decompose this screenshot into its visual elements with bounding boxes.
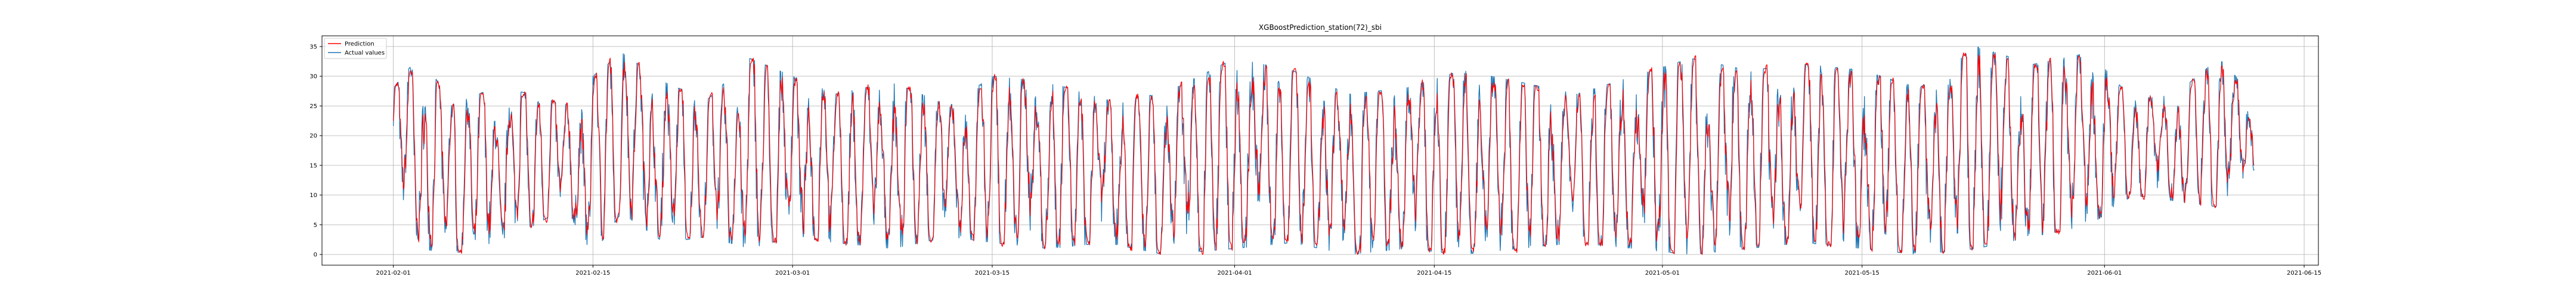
actual-values-line (392, 47, 2255, 255)
x-tick-label: 2021-04-15 (1417, 270, 1451, 277)
y-tick-label: 15 (309, 162, 317, 169)
y-tick-label: 20 (309, 133, 317, 140)
y-tick-label: 0 (314, 252, 317, 259)
plot-frame (321, 35, 2319, 266)
x-tick-label: 2021-04-01 (1217, 270, 1252, 277)
prediction-series (393, 52, 2255, 255)
x-tick-label: 2021-03-15 (975, 270, 1010, 277)
chart-title: XGBoostPrediction_station(72)_sbi (1259, 23, 1382, 32)
x-tick-label: 2021-05-15 (1845, 270, 1880, 277)
legend-label-actual: Actual values (345, 50, 385, 57)
x-tick-label: 2021-03-01 (775, 270, 810, 277)
x-tick-label: 2021-06-15 (2287, 270, 2321, 277)
y-tick-label: 5 (314, 222, 317, 229)
x-tick-label: 2021-06-01 (2087, 270, 2122, 277)
x-axis: 2021-02-01 2021-02-15 2021-03-01 2021-03-15… (376, 265, 2321, 277)
y-tick-label: 30 (309, 73, 317, 80)
y-tick-label: 35 (309, 44, 317, 50)
y-tick-label: 25 (309, 103, 317, 110)
actual-values-series (392, 47, 2255, 255)
x-tick-label: 2021-02-01 (376, 270, 411, 277)
y-axis: 0 5 10 15 20 25 30 35 (309, 44, 322, 259)
x-tick-label: 2021-02-15 (575, 270, 610, 277)
x-tick-label: 2021-05-01 (1645, 270, 1680, 277)
y-tick-label: 10 (309, 192, 317, 199)
legend: Prediction Actual values (324, 38, 387, 59)
prediction-line (393, 52, 2255, 255)
legend-label-prediction: Prediction (345, 41, 374, 48)
